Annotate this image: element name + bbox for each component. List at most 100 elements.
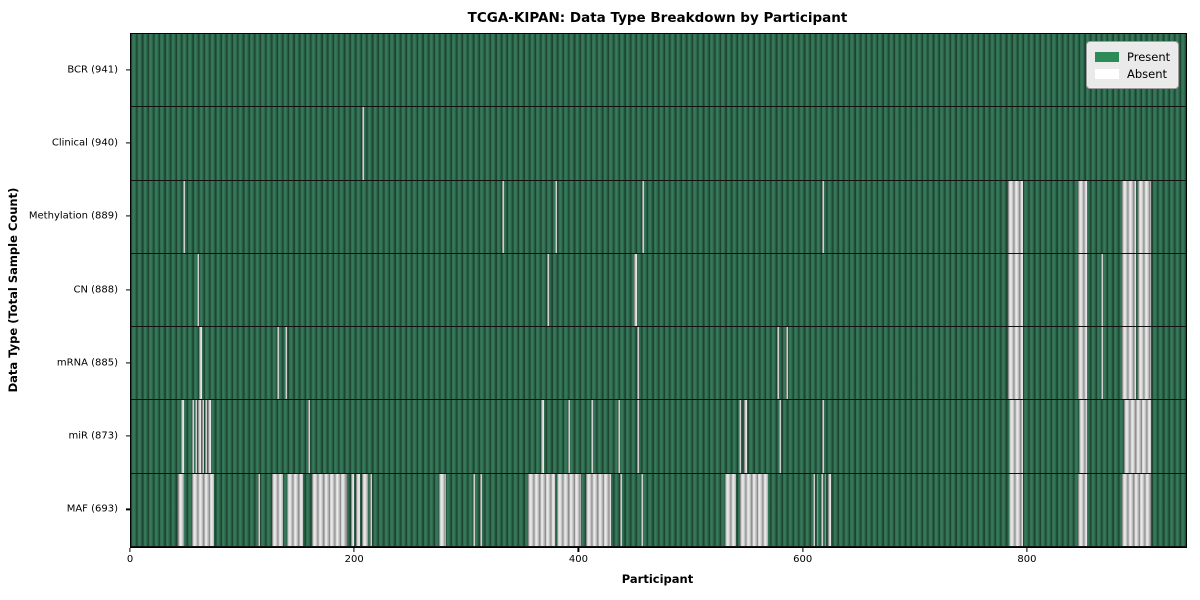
x-tick-label: 200 bbox=[344, 553, 364, 565]
y-tick-mark bbox=[126, 142, 130, 144]
absent-band bbox=[1122, 327, 1136, 400]
legend-entry-present: Present bbox=[1095, 48, 1170, 65]
y-tick-label: Methylation (889) bbox=[28, 210, 118, 222]
y-axis-tick-labels: BCR (941) Clinical (940) Methylation (889)… bbox=[0, 33, 130, 546]
absent-band bbox=[1008, 473, 1024, 546]
absent-band bbox=[191, 400, 194, 473]
x-tick-label: 400 bbox=[568, 553, 588, 565]
absent-band bbox=[776, 327, 779, 400]
x-tick-mark bbox=[129, 547, 131, 552]
absent-band bbox=[194, 400, 198, 473]
y-tick-mark bbox=[126, 508, 130, 510]
absent-band bbox=[590, 400, 593, 473]
absent-band bbox=[636, 327, 639, 400]
absent-band bbox=[199, 327, 202, 400]
absent-band bbox=[197, 253, 200, 327]
chart-title: TCGA-KIPAN: Data Type Breakdown by Parti… bbox=[467, 10, 848, 26]
absent-band bbox=[1122, 180, 1136, 253]
absent-band bbox=[725, 473, 737, 546]
absent-band bbox=[204, 400, 208, 473]
absent-band bbox=[817, 473, 819, 546]
y-tick-label: BCR (941) bbox=[67, 64, 118, 76]
absent-band bbox=[369, 473, 373, 546]
absent-band bbox=[739, 473, 768, 546]
absent-band bbox=[191, 473, 214, 546]
absent-band bbox=[182, 180, 185, 253]
absent-band bbox=[350, 473, 355, 546]
absent-band bbox=[619, 473, 623, 546]
heatmap-row-mrna bbox=[131, 327, 1186, 401]
absent-band bbox=[1122, 253, 1136, 327]
absent-band bbox=[1137, 180, 1152, 253]
absent-band bbox=[779, 400, 782, 473]
absent-band bbox=[356, 473, 360, 546]
absent-band bbox=[1078, 473, 1088, 546]
absent-band bbox=[311, 473, 348, 546]
absent-band bbox=[1078, 253, 1088, 327]
absent-band bbox=[1007, 253, 1024, 327]
x-tick-mark bbox=[802, 547, 804, 552]
present-swatch bbox=[1095, 51, 1119, 62]
y-tick-label: mRNA (885) bbox=[56, 357, 118, 369]
absent-band bbox=[821, 180, 824, 253]
absent-band bbox=[439, 473, 447, 546]
absent-band bbox=[308, 400, 311, 473]
x-axis-label: Participant bbox=[621, 572, 694, 586]
x-tick-mark bbox=[577, 547, 580, 552]
y-tick-label: miR (873) bbox=[68, 430, 118, 442]
absent-band bbox=[1137, 253, 1152, 327]
absent-band bbox=[479, 473, 482, 546]
absent-band bbox=[1137, 327, 1152, 400]
legend: Present Absent bbox=[1086, 41, 1179, 89]
absent-band bbox=[1008, 400, 1024, 473]
absent-band bbox=[557, 473, 581, 546]
y-tick-label: CN (888) bbox=[73, 284, 118, 295]
absent-band bbox=[554, 180, 558, 253]
x-tick-label: 800 bbox=[1017, 553, 1037, 565]
absent-band bbox=[1007, 327, 1024, 400]
absent-band bbox=[276, 327, 279, 400]
y-tick-label: MAF (693) bbox=[66, 503, 118, 515]
y-tick-mark bbox=[126, 288, 130, 291]
heatmap-row-mir bbox=[131, 400, 1186, 474]
absent-band bbox=[1124, 400, 1152, 473]
absent-band bbox=[1122, 473, 1152, 546]
absent-swatch bbox=[1095, 68, 1119, 79]
absent-band bbox=[1078, 327, 1088, 400]
absent-band bbox=[286, 473, 303, 546]
x-tick-label: 0 bbox=[126, 553, 134, 565]
plot-area: Present Absent bbox=[130, 33, 1187, 548]
absent-band bbox=[198, 400, 201, 473]
absent-band bbox=[586, 473, 611, 546]
absent-band bbox=[738, 400, 741, 473]
legend-entry-absent: Absent bbox=[1095, 65, 1170, 82]
heatmap-row-clinical bbox=[131, 107, 1186, 181]
absent-band bbox=[744, 400, 747, 473]
absent-band bbox=[568, 400, 571, 473]
y-tick-mark bbox=[126, 69, 130, 71]
absent-band bbox=[272, 473, 284, 546]
absent-band bbox=[1007, 180, 1024, 253]
legend-present-label: Present bbox=[1127, 49, 1171, 64]
absent-band bbox=[546, 253, 550, 327]
absent-band bbox=[785, 327, 788, 400]
heatmap-row-cn bbox=[131, 253, 1186, 328]
x-tick-mark bbox=[353, 547, 355, 552]
absent-band bbox=[828, 473, 831, 546]
absent-band bbox=[257, 473, 260, 546]
absent-band bbox=[527, 473, 555, 546]
absent-band bbox=[634, 253, 637, 327]
x-tick-mark bbox=[1026, 547, 1028, 552]
y-tick-mark bbox=[126, 435, 130, 437]
absent-band bbox=[821, 400, 824, 473]
absent-band bbox=[181, 400, 184, 473]
x-axis-tick-labels: 0 200 400 600 800 bbox=[126, 547, 1185, 570]
absent-band bbox=[1100, 253, 1104, 327]
absent-band bbox=[1078, 180, 1088, 253]
absent-band bbox=[641, 473, 644, 546]
heatmap-row-maf bbox=[131, 473, 1186, 547]
y-tick-mark bbox=[126, 215, 130, 217]
x-tick-label: 600 bbox=[793, 553, 813, 565]
legend-absent-label: Absent bbox=[1127, 66, 1168, 81]
